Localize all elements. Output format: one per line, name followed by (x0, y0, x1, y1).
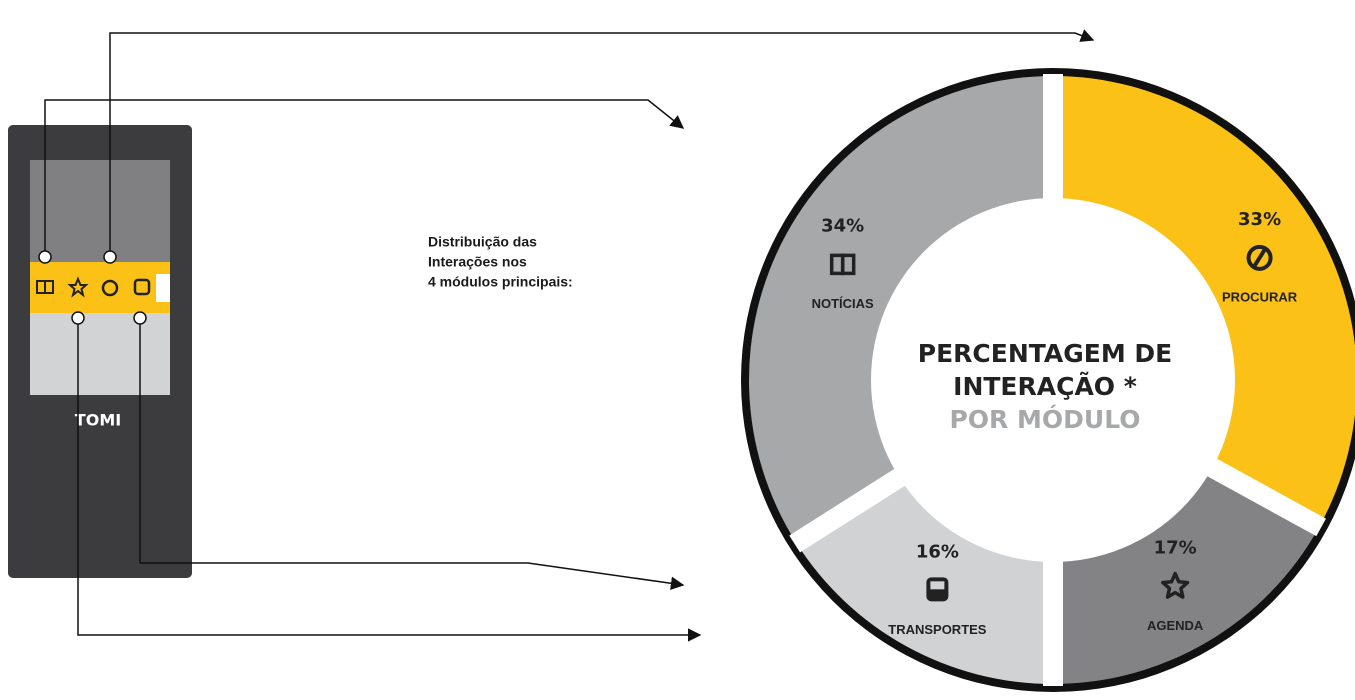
connector-dot (39, 251, 51, 263)
connector-dot (104, 251, 116, 263)
pie: 33% PROCURAR 17% AGENDA 16% TRANSPORTES 34% NOT… (749, 74, 1355, 686)
icon-bus (930, 581, 944, 589)
connector (140, 318, 683, 585)
category-label: PROCURAR (1222, 289, 1298, 304)
screen-bottom (30, 313, 170, 395)
annotation: Interações nos (428, 254, 527, 270)
category-label: AGENDA (1147, 618, 1204, 633)
category-label: TRANSPORTES (888, 622, 987, 637)
screen-top (30, 160, 170, 262)
device-label: TOMI (75, 411, 121, 430)
connector-dot (134, 312, 146, 324)
chart: TOMI Distribuição das Interações nos 4 m… (0, 0, 1355, 700)
connector-dot (72, 312, 84, 324)
value-label: 34% (821, 215, 864, 236)
value-label: 16% (916, 541, 959, 562)
value-label: 17% (1154, 538, 1197, 559)
device: TOMI (8, 125, 192, 578)
category-label: NOTÍCIAS (812, 296, 874, 311)
chart-subtitle: POR MÓDULO (949, 404, 1140, 434)
chart-title: PERCENTAGEM DE (918, 339, 1172, 368)
annotation: 4 módulos principais: (428, 274, 573, 290)
chart-title: INTERAÇÃO * (953, 372, 1137, 401)
menu-tab (156, 274, 170, 302)
annotation: Distribuição das (428, 234, 537, 250)
value-label: 33% (1238, 209, 1281, 230)
